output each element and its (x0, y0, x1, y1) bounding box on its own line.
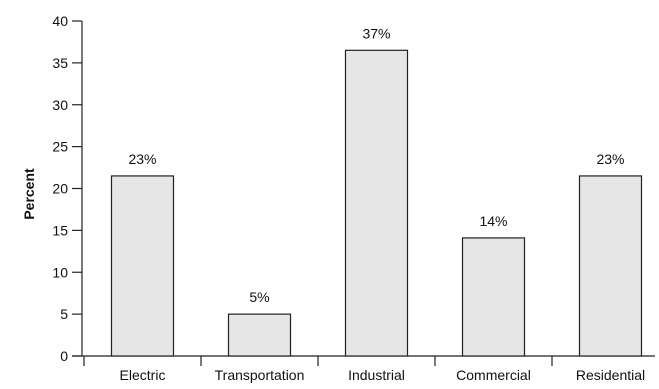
x-category-label: Transportation (215, 367, 305, 383)
y-tick-label: 40 (52, 13, 68, 29)
y-tick-label: 35 (52, 55, 68, 71)
y-tick-label: 15 (52, 222, 68, 238)
y-tick-label: 5 (60, 306, 68, 322)
bar-electric (110, 175, 175, 357)
y-tick-label: 20 (52, 181, 68, 197)
bar-industrial (344, 49, 409, 357)
y-axis-title: Percent (21, 168, 37, 220)
x-category-label: Industrial (348, 367, 405, 383)
data-labels: 23% 5% 37% 14% 23% (128, 25, 624, 305)
data-label: 23% (128, 151, 156, 167)
y-tick-label: 25 (52, 139, 68, 155)
y-tick-label: 10 (52, 264, 68, 280)
x-category-label: Commercial (456, 367, 531, 383)
x-category-label: Residential (576, 367, 645, 383)
bar-residential (578, 175, 643, 357)
y-tick-label: 0 (60, 348, 68, 364)
bars (110, 49, 643, 357)
bar-commercial (461, 237, 526, 357)
x-category-label: Electric (120, 367, 166, 383)
data-label: 5% (249, 289, 269, 305)
axes: 0 5 10 15 20 25 30 35 40 Electric Transportation In… (52, 13, 655, 383)
data-label: 37% (362, 25, 390, 41)
bar-transportation (227, 313, 292, 357)
y-tick-label: 30 (52, 97, 68, 113)
data-label: 23% (596, 151, 624, 167)
data-label: 14% (479, 213, 507, 229)
